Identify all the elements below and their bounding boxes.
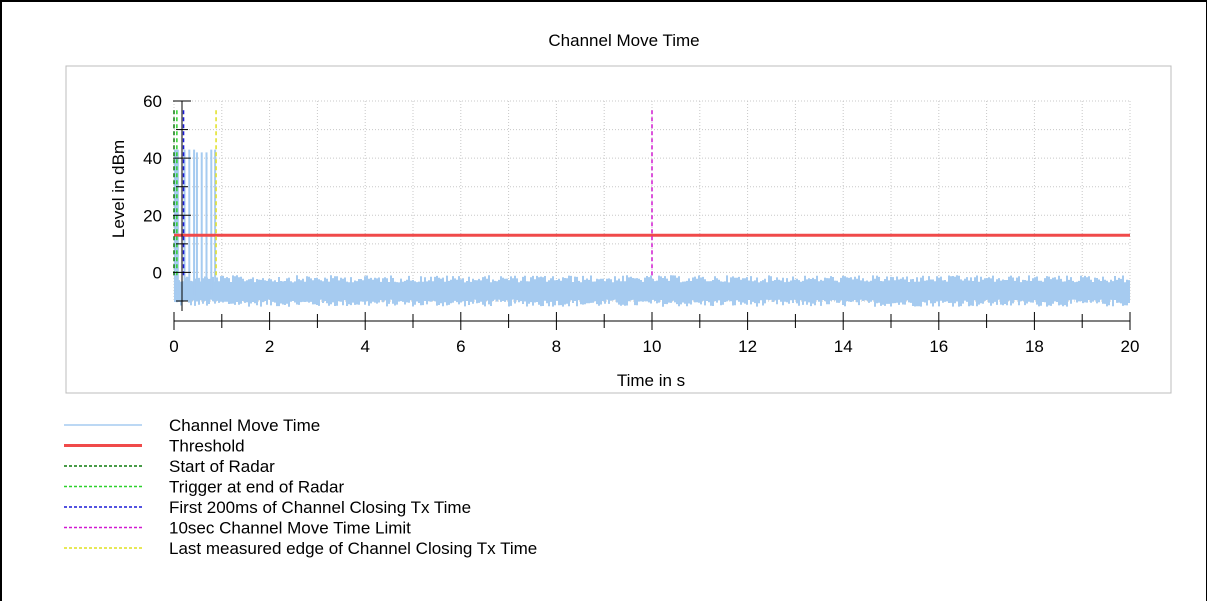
plot-panel [65,65,1172,394]
legend-label: 10sec Channel Move Time Limit [169,519,411,538]
y-axis-label: Level in dBm [109,140,128,238]
y-tick-label: 60 [143,92,162,111]
legend-label: Start of Radar [169,457,275,476]
x-tick-label: 6 [456,337,465,356]
x-tick-label: 12 [738,337,757,356]
axes [173,100,1131,330]
y-tick-label: 20 [143,206,162,225]
legend-label: Channel Move Time [169,416,320,435]
channel-move-time-trace [173,149,1130,307]
legend-label: Threshold [169,437,245,456]
chart-title: Channel Move Time [548,31,699,50]
x-tick-label: 18 [1025,337,1044,356]
x-axis-label: Time in s [617,371,685,390]
x-tick-label: 20 [1121,337,1140,356]
x-tick-label: 0 [169,337,178,356]
legend-label: First 200ms of Channel Closing Tx Time [169,498,471,517]
x-tick-label: 4 [360,337,369,356]
tick-labels: 0 2 4 6 8 10 12 14 16 18 20 0 20 40 60 [143,92,1139,356]
y-tick-label: 0 [153,263,162,282]
x-tick-label: 14 [834,337,853,356]
legend-label: Trigger at end of Radar [169,478,344,497]
y-tick-label: 40 [143,149,162,168]
x-tick-label: 16 [929,337,948,356]
x-tick-label: 8 [552,337,561,356]
x-tick-label: 2 [265,337,274,356]
x-tick-label: 10 [643,337,662,356]
marker-lines [173,109,1130,276]
legend-label: Last measured edge of Channel Closing Tx… [169,539,537,558]
